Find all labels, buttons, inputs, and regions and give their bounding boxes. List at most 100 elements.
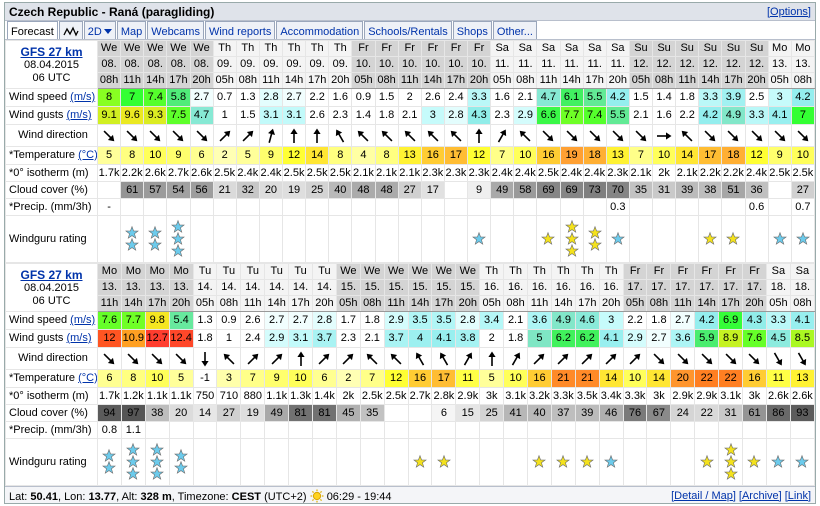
unit-link[interactable]: (°C) [78,372,98,384]
cloud-row: Cloud cover (%) 94 97 38 20 14 27 19 49 81 81 45 35 6… [5,404,815,422]
arrow-shaft [797,129,806,139]
wind-speed-cell: 3.6 [527,311,552,330]
date-cell: 09. [281,56,307,73]
hour-cell: 08h [235,72,260,89]
date-cell: 13. [120,279,146,296]
cloud-cell: 39 [675,181,700,199]
tab[interactable]: Wind reports [204,21,276,39]
arrow-group [511,352,520,365]
rating-stars [541,231,556,245]
direction-arrow [748,352,760,364]
graph-tab[interactable] [58,21,83,39]
arrow-head [475,128,483,134]
cloud-cell: 27 [790,181,815,199]
cloud-cell: 14 [192,404,218,422]
isotherm-cell: 2.7k [166,164,191,182]
wind-gust-cell: 4.1 [767,106,792,125]
rating-stars [239,217,257,261]
footer-link[interactable]: [Detail / Map] [671,489,736,502]
tab[interactable]: Schools/Rentals [364,21,452,39]
arrow-group [566,129,577,141]
precip-cell-empty [559,198,584,216]
direction-arrow [271,353,282,365]
temperature-cell: 13 [789,369,815,388]
model-link[interactable]: GFS 27 km [20,267,83,282]
direction-cell [698,124,723,147]
wind-speed-cell: 2.7 [189,88,214,107]
arrow-head [593,134,600,141]
tab[interactable]: Accommodation [276,21,364,39]
tab[interactable]: Webcams [147,21,204,39]
isotherm-cell: 2.1k [675,164,700,182]
arrow-shaft [430,132,439,142]
run-time: 06 UTC [32,294,71,307]
wind-speed-cell: 3.3 [698,88,723,107]
hour-cell: 20h [466,72,492,89]
isotherm-cell: 2.1k [397,164,422,182]
unit-link[interactable]: (m/s) [66,332,92,344]
options-link[interactable]: [Options] [766,5,811,18]
wind-speed-cell: 2.6 [240,311,266,330]
rating-cell [431,438,457,486]
tab[interactable]: Shops [452,21,492,39]
graph-icon [63,25,79,37]
direction-cell [407,347,433,370]
day-cell: We [335,263,361,280]
unit-link[interactable]: (m/s) [66,109,92,121]
footer-link[interactable]: [Link] [784,489,811,502]
hour-cell: 14h [550,295,576,312]
unit-link[interactable]: (m/s) [70,314,96,326]
direction-cell [559,124,584,147]
precip-cell-empty [582,198,607,216]
direction-cell [789,347,815,370]
hour-cell: 08h [790,72,815,89]
unit-link[interactable]: (m/s) [70,91,96,103]
tab[interactable]: Other... [492,21,537,39]
direction-cell [628,124,654,147]
star [171,231,186,245]
rating-cell [675,215,700,263]
arrow-head [347,353,354,360]
direction-cell [328,124,353,147]
cloud-cell: 46 [598,404,624,422]
utc-offset: (UTC+2) [264,490,307,503]
wind-speed-cell: 0.7 [212,88,237,107]
isotherm-cell: 2.3k [466,164,492,182]
isotherm-cell: 2.9k [455,387,481,405]
direction-arrow [290,128,298,143]
hour-cell: 05h [767,72,792,89]
arrow-shaft [318,355,328,365]
hour-cell: 14h [559,72,584,89]
wind-speed-cell: 1.8 [359,311,385,330]
precip-cell-empty [264,421,290,439]
rating-stars [150,442,165,480]
hour-cell: 17h [443,72,469,89]
temperature-row: *Temperature (°C) 6 8 10 5 -1 3 7 9 10 6 2 7 12 16 17 11… [5,369,815,388]
wind-speed-cell: 3.5 [431,311,457,330]
wind-speed-cell: 6.1 [559,88,584,107]
isotherm-row: *0° isotherm (m) 1.7k 1.2k 1.1k 1.1k 750 710 88… [5,387,815,405]
star [703,231,718,245]
direction-cell [490,124,515,147]
star [174,460,189,474]
precip-cell: 1.1 [120,421,146,439]
arrow-shaft [463,355,470,365]
row-label: *Temperature (°C) [5,369,98,388]
precip-cell-empty [651,198,677,216]
direction-arrow [342,353,354,365]
tab[interactable]: Map [116,21,147,39]
arrow-group [488,351,496,366]
tab[interactable]: 2D [83,21,116,39]
arrow-shaft [612,129,621,139]
model-link[interactable]: GFS 27 km [20,44,83,59]
unit-link[interactable]: (°C) [78,149,98,161]
direction-cell [374,124,399,147]
cloud-cell-empty [96,181,122,199]
isotherm-cell: 2.5k [305,164,330,182]
tab[interactable]: Forecast [7,21,58,39]
arrow-shaft [653,352,662,362]
day-cell: Mo [144,263,170,280]
arrow-shaft [684,132,693,142]
rating-stars [262,217,280,261]
footer-link[interactable]: [Archive] [738,489,782,502]
